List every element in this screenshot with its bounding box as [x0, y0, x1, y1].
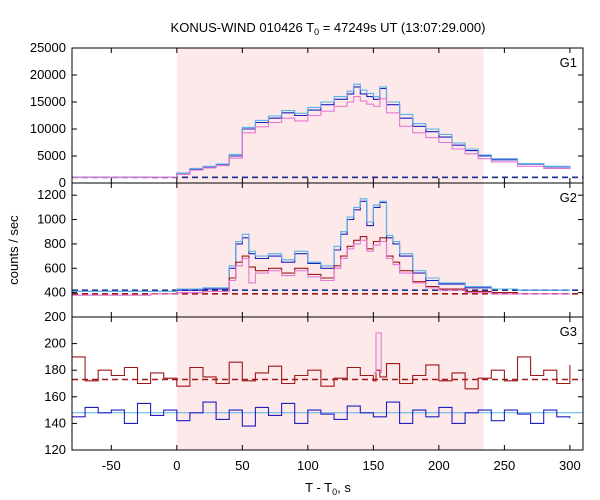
x-tick-label: 200 — [428, 458, 450, 473]
g2-ytick-label: 200 — [44, 309, 66, 324]
g2-ytick-label: 1200 — [37, 187, 66, 202]
g3-series-dark-red — [72, 356, 571, 390]
x-tick-label: 50 — [235, 458, 249, 473]
g1-shaded-interval — [176, 48, 484, 183]
g2-ytick-label: 400 — [44, 285, 66, 300]
g1-ytick-label: 25000 — [30, 40, 66, 55]
g1-series-pink — [72, 96, 571, 178]
g3-series-dark-blue — [72, 401, 571, 427]
x-tick-label: 0 — [173, 458, 180, 473]
g1-ytick-label: 0 — [59, 175, 66, 190]
g3-ytick-label: 120 — [44, 442, 66, 457]
g1-ytick-label: 10000 — [30, 121, 66, 136]
chart-title-suffix: = 47249s UT (13:07:29.000) — [319, 20, 485, 35]
g3-panel-label: G3 — [560, 324, 577, 339]
g2-ytick-label: 800 — [44, 236, 66, 251]
g2-panel-label: G2 — [560, 190, 577, 205]
g3-ytick-label: 160 — [44, 389, 66, 404]
g2-series-pink — [72, 239, 570, 296]
g1-ytick-label: 20000 — [30, 67, 66, 82]
g2-ytick-label: 600 — [44, 260, 66, 275]
x-tick-label: -50 — [102, 458, 121, 473]
chart-title-subscript: 0 — [314, 27, 319, 37]
chart-title-prefix: KONUS-WIND 010426 T — [171, 20, 315, 35]
x-axis-label-subscript: 0 — [332, 487, 337, 497]
plot-layer: 0500010000150002000025000G12004006008001… — [30, 40, 584, 473]
g2-shaded-interval — [176, 183, 484, 317]
x-axis-label-suffix: , s — [337, 480, 351, 495]
x-tick-label: 250 — [494, 458, 516, 473]
g3-ytick-label: 180 — [44, 362, 66, 377]
x-axis-label: T - T0, s — [305, 480, 351, 497]
x-tick-label: 150 — [363, 458, 385, 473]
g3-ytick-label: 140 — [44, 415, 66, 430]
g1-series-light-blue — [72, 83, 571, 178]
g2-ytick-label: 1000 — [37, 212, 66, 227]
chart-title: KONUS-WIND 010426 T0 = 47249s UT (13:07:… — [171, 20, 486, 37]
g1-panel-label: G1 — [560, 55, 577, 70]
g1-ytick-label: 15000 — [30, 94, 66, 109]
g3-series-pink — [373, 332, 382, 374]
g3-frame — [71, 316, 584, 451]
x-tick-label: 100 — [297, 458, 319, 473]
g2-series-light-blue — [72, 198, 570, 292]
g1-ytick-label: 5000 — [37, 148, 66, 163]
g3-ytick-label: 200 — [44, 336, 66, 351]
y-axis-label: counts / sec — [6, 215, 21, 285]
x-tick-label: 300 — [559, 458, 581, 473]
x-axis-label-main: T - T — [305, 480, 332, 495]
